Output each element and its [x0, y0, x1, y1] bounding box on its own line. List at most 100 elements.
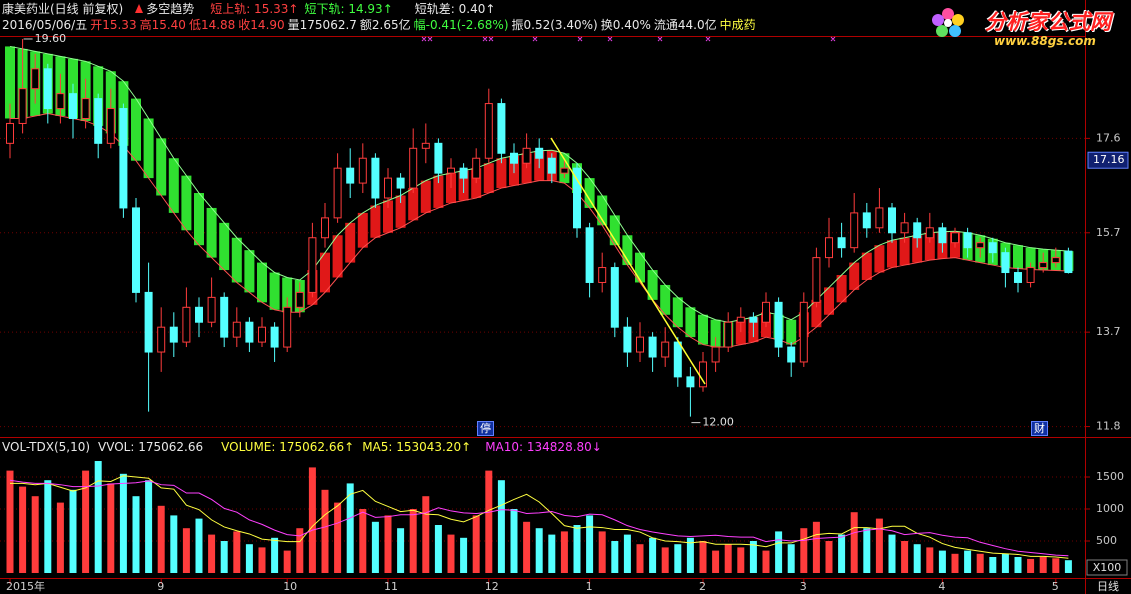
volume-header: VOL-TDX(5,10) VVOL: 175062.66 VOLUME: 17…: [2, 439, 602, 455]
volume-bar: [674, 544, 682, 573]
band-stripe: [874, 245, 885, 273]
quote-amount: 额2.65亿: [359, 18, 411, 32]
volume-bar: [901, 541, 909, 573]
plot-layer: 17.6 15.7 13.7 11.8 19.60 12.00 17.16 2015年 9 10 1…: [0, 32, 1129, 593]
band-lower-line: [10, 113, 1069, 348]
band-stripe: [849, 262, 860, 290]
candle-body: [384, 177, 392, 199]
quote-change: 幅-0.41(-2.68%): [413, 18, 509, 32]
volume-bar: [623, 534, 631, 573]
band-stripe: [181, 175, 192, 231]
candle-body: [787, 346, 796, 363]
quote-volume: 量175062.7: [287, 18, 357, 32]
y-tick-label: 15.7: [1096, 226, 1121, 239]
candle-body: [736, 316, 745, 323]
volume-bar: [94, 461, 102, 573]
y-tick-label: 17.6: [1096, 131, 1121, 144]
volume-bar: [485, 470, 493, 573]
band-stripe: [1025, 247, 1036, 270]
logo-url: www.88gs.com: [994, 34, 1096, 48]
candle-body: [421, 142, 430, 149]
volume-bar: [1014, 557, 1022, 573]
candle-body: [799, 301, 808, 363]
quote-low: 低14.88: [188, 18, 236, 32]
candle-body: [43, 68, 52, 110]
band-stripe: [483, 163, 494, 194]
candle-body: [661, 341, 670, 358]
candle-body: [774, 301, 783, 348]
volume-bar: [271, 537, 279, 573]
candle-body: [31, 68, 40, 90]
flower-center: [944, 19, 952, 27]
candle-body: [988, 242, 997, 254]
candle-body: [724, 321, 733, 348]
volume-bar: [749, 541, 757, 573]
volume-bar: [586, 515, 594, 573]
volume-title: VOL-TDX(5,10): [2, 440, 91, 454]
band-stripe: [622, 235, 633, 266]
band-stripe: [244, 250, 255, 293]
unit-box: [1086, 559, 1128, 576]
volume-bar: [321, 489, 329, 573]
candle-body: [598, 267, 607, 283]
candle-body: [699, 361, 707, 388]
candle-body: [308, 237, 317, 293]
volume-bar: [762, 550, 770, 573]
y-tick-label: 1000: [1096, 502, 1124, 515]
candle-body: [195, 306, 203, 323]
volume-bar: [800, 528, 808, 573]
band-stripe: [408, 188, 419, 221]
band-stripe: [332, 235, 343, 278]
candle-body: [182, 306, 191, 343]
volume-bar: [132, 496, 140, 573]
quote-float: 流通44.0亿: [653, 18, 717, 32]
band-stripe: [672, 297, 683, 328]
event-marker[interactable]: 停: [477, 421, 494, 436]
volume-bar: [434, 525, 442, 573]
x-tick-label: 3: [800, 580, 807, 593]
candle-body: [938, 227, 947, 244]
volume-bar: [1052, 558, 1060, 573]
x-tick-label: 10: [283, 580, 297, 593]
volume-bar: [976, 553, 984, 573]
band-stripe: [685, 307, 696, 338]
volume-bar: [56, 502, 64, 573]
candle-body: [951, 232, 959, 244]
band-stripe: [446, 173, 456, 203]
candle-body: [472, 157, 481, 179]
band-stripe: [861, 252, 872, 280]
volume-bar: [661, 547, 669, 573]
band-stripe: [912, 235, 923, 263]
candle-body: [925, 227, 934, 239]
band-stripe: [899, 237, 910, 266]
candle-body: [711, 346, 720, 363]
stock-title: 康美药业(日线 前复权): [2, 2, 124, 16]
candle-body: [270, 326, 279, 348]
candle-body: [837, 237, 846, 249]
band-stripe: [131, 98, 141, 161]
volume-bar: [334, 502, 342, 573]
volume-bar: [195, 518, 203, 573]
candle-body: [1014, 272, 1022, 283]
volume-bar: [409, 509, 417, 573]
volume-bar: [875, 518, 883, 573]
band-stripe: [269, 272, 280, 310]
quote-close: 收14.90: [238, 18, 285, 32]
candle-body: [245, 321, 254, 343]
quote-high: 高15.40: [139, 18, 186, 32]
band-stripe: [206, 207, 217, 258]
candle-body: [358, 157, 367, 184]
band-stripe: [320, 252, 330, 293]
candle-body: [169, 326, 178, 343]
band-stripe: [647, 270, 658, 300]
candle-body: [258, 326, 266, 343]
volume-bar: [938, 550, 946, 573]
candle-body: [547, 157, 556, 174]
volume-bar: [951, 553, 959, 573]
volume-bar: [611, 541, 619, 573]
event-marker[interactable]: 财: [1031, 421, 1048, 436]
band-stripe: [786, 319, 797, 345]
petal: [942, 8, 954, 20]
